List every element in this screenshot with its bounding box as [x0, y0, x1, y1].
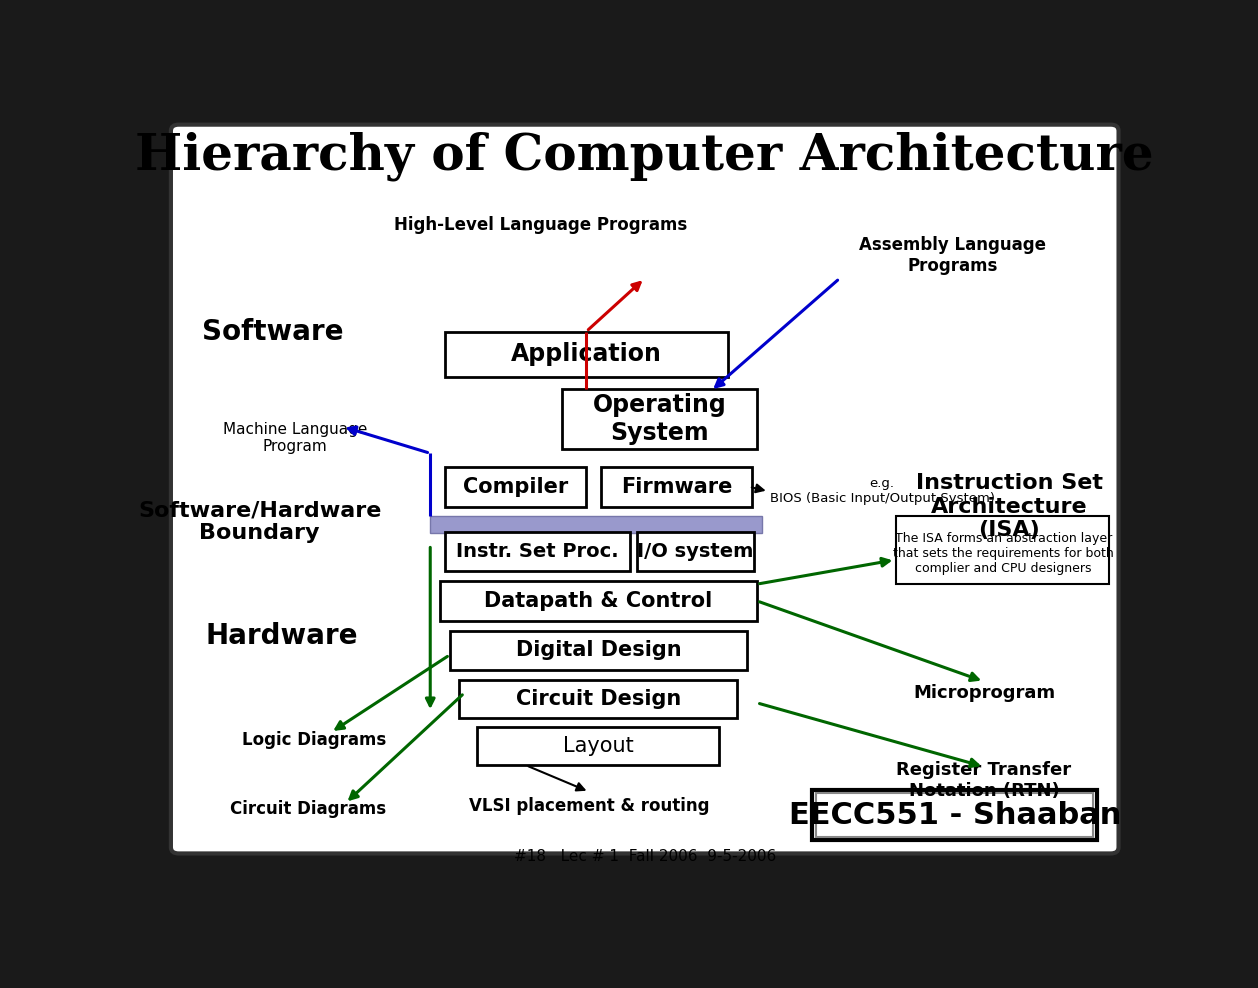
Text: Assembly Language
Programs: Assembly Language Programs — [859, 236, 1047, 275]
Bar — [445, 467, 586, 507]
Text: Hardware: Hardware — [206, 621, 359, 650]
Bar — [813, 790, 1097, 840]
Bar — [445, 532, 630, 571]
Text: The ISA forms an abstraction layer
that sets the requirements for both
complier : The ISA forms an abstraction layer that … — [893, 533, 1113, 575]
Text: Register Transfer
Notation (RTN): Register Transfer Notation (RTN) — [897, 761, 1072, 800]
Text: Circuit Diagrams: Circuit Diagrams — [230, 799, 386, 817]
Bar — [459, 680, 737, 718]
Bar — [637, 532, 754, 571]
Text: Hierarchy of Computer Architecture: Hierarchy of Computer Architecture — [136, 131, 1154, 182]
Text: Microprogram: Microprogram — [913, 684, 1055, 701]
Bar — [477, 727, 718, 765]
Text: High-Level Language Programs: High-Level Language Programs — [394, 216, 687, 234]
Text: Logic Diagrams: Logic Diagrams — [242, 731, 386, 749]
Bar — [440, 581, 757, 620]
Bar — [450, 630, 747, 670]
Bar — [430, 517, 762, 534]
Text: Layout: Layout — [562, 736, 633, 756]
Text: Circuit Design: Circuit Design — [516, 689, 681, 709]
Text: Digital Design: Digital Design — [516, 640, 682, 660]
Bar — [445, 332, 727, 377]
Bar — [816, 793, 1093, 837]
Text: Compiler: Compiler — [463, 477, 569, 497]
Bar — [601, 467, 752, 507]
Text: e.g.
BIOS (Basic Input/Output System): e.g. BIOS (Basic Input/Output System) — [770, 477, 995, 505]
Text: I/O system: I/O system — [638, 542, 754, 561]
Text: Firmware: Firmware — [620, 477, 732, 497]
Text: #18   Lec # 1  Fall 2006  9-5-2006: #18 Lec # 1 Fall 2006 9-5-2006 — [513, 849, 776, 864]
Text: Instr. Set Proc.: Instr. Set Proc. — [457, 542, 619, 561]
Text: Software/Hardware
Boundary: Software/Hardware Boundary — [138, 500, 381, 543]
Text: EECC551 - Shaaban: EECC551 - Shaaban — [789, 801, 1121, 830]
Bar — [896, 516, 1108, 584]
FancyBboxPatch shape — [171, 124, 1118, 854]
Text: Machine Language
Program: Machine Language Program — [223, 422, 367, 454]
Bar — [562, 388, 757, 450]
Text: Instruction Set
Architecture
(ISA): Instruction Set Architecture (ISA) — [916, 473, 1103, 539]
Text: Application: Application — [511, 343, 662, 367]
Text: VLSI placement & routing: VLSI placement & routing — [469, 796, 710, 814]
Text: Datapath & Control: Datapath & Control — [484, 591, 712, 611]
Text: Operating
System: Operating System — [593, 393, 726, 445]
Text: Software: Software — [201, 317, 343, 346]
